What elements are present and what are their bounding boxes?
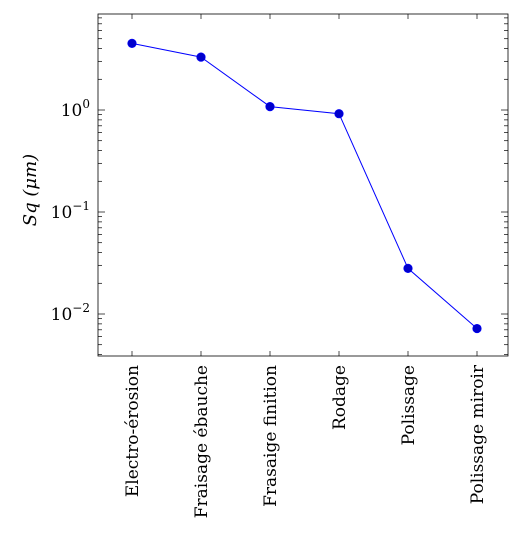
x-tick-label: Polissage miroir [468, 364, 488, 504]
data-point [472, 323, 482, 334]
plot-frame [97, 13, 509, 357]
category-labels: Electro-érosion Fraisage ébauche Frasaige … [123, 364, 488, 518]
y-tick-label: 10−1 [51, 199, 90, 223]
data-point [334, 109, 344, 119]
data-point [196, 52, 206, 62]
data-point [265, 101, 275, 112]
x-tick-label: Electro-érosion [123, 365, 143, 497]
y-tick-label: 100 [61, 97, 90, 121]
x-axis [131, 14, 478, 356]
series-markers [127, 38, 482, 334]
x-tick-label: Frasaige finition [261, 365, 281, 507]
y-axis-label: Sq (μm) [20, 154, 41, 226]
y-axis: 100 10−1 10−2 [51, 17, 508, 355]
data-point [403, 263, 413, 273]
y-tick-label: 10−2 [51, 301, 90, 325]
x-tick-label: Polissage [399, 365, 419, 445]
data-point [127, 38, 137, 48]
x-tick-label: Fraisage ébauche [192, 365, 212, 518]
series-line [131, 42, 478, 329]
x-tick-label: Rodage [330, 365, 350, 430]
